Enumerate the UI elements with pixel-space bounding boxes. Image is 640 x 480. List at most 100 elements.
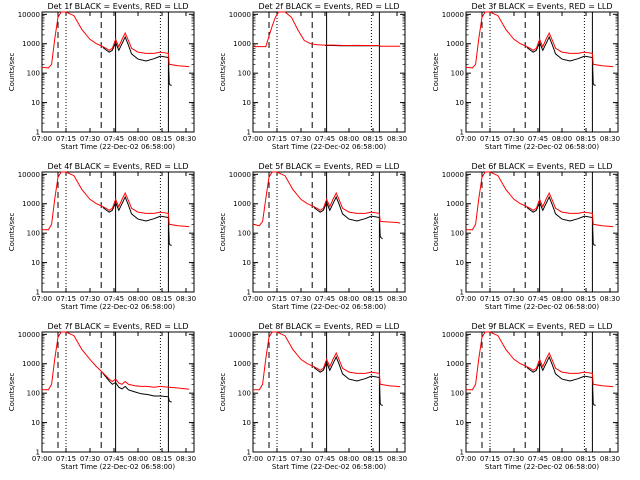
panel-det-1: Det 1f BLACK = Events, RED = LLD 1 10 100 10… — [8, 2, 196, 151]
x-tick-label: 07:45 — [315, 295, 335, 303]
y-tick-label: 10 — [31, 259, 40, 267]
x-tick-label: 08:00 — [552, 135, 572, 143]
lld-series-line — [41, 11, 190, 69]
x-axis-label: Start Time (22-Dec-02 06:58:00) — [61, 463, 175, 471]
x-tick-label: 08:30 — [387, 295, 407, 303]
x-tick-label: 07:45 — [315, 455, 335, 463]
x-tick-label: 07:45 — [528, 295, 548, 303]
y-tick-label: 1000 — [233, 360, 251, 368]
lld-series-line — [466, 171, 614, 231]
axes-frame — [465, 171, 619, 293]
x-tick-label: 08:30 — [176, 135, 196, 143]
y-tick-label: 1 — [247, 129, 251, 137]
x-tick-label: 07:45 — [315, 135, 335, 143]
panel-det-7: Det 7f BLACK = Events, RED = LLD 1 10 100 10… — [8, 322, 196, 471]
x-tick-label: 07:00 — [32, 135, 52, 143]
x-tick-label: 08:30 — [387, 135, 407, 143]
y-tick-label: 10000 — [229, 11, 251, 19]
y-tick-label: 10000 — [229, 171, 251, 179]
x-tick-label: 07:30 — [291, 295, 311, 303]
events-series-line — [526, 195, 596, 246]
x-tick-label: 08:15 — [152, 295, 172, 303]
y-tick-label: 1 — [36, 129, 40, 137]
y-tick-label: 10 — [242, 99, 251, 107]
panel-title: Det 5f BLACK = Events, RED = LLD — [258, 162, 399, 171]
x-tick-label: 08:15 — [152, 135, 172, 143]
x-tick-label: 08:15 — [363, 455, 383, 463]
x-tick-label: 08:00 — [339, 135, 359, 143]
panel-title: Det 7f BLACK = Events, RED = LLD — [47, 322, 188, 331]
y-tick-label: 1000 — [22, 360, 40, 368]
x-tick-label: 08:15 — [152, 455, 172, 463]
x-tick-label: 08:15 — [576, 295, 596, 303]
y-axis-label: Counts/sec — [219, 213, 227, 252]
y-tick-label: 100 — [451, 390, 464, 398]
y-tick-label: 10 — [455, 419, 464, 427]
lld-series-line — [253, 11, 401, 48]
y-axis-label: Counts/sec — [8, 373, 16, 412]
x-tick-label: 07:30 — [291, 455, 311, 463]
x-tick-label: 07:30 — [291, 135, 311, 143]
axes-frame — [465, 11, 619, 133]
y-tick-label: 10 — [242, 259, 251, 267]
x-axis-label: Start Time (22-Dec-02 06:58:00) — [485, 463, 599, 471]
panel-det-3: Det 3f BLACK = Events, RED = LLD 1 10 100 10… — [432, 2, 620, 151]
x-tick-label: 07:30 — [504, 135, 524, 143]
y-axis-label: Counts/sec — [432, 53, 440, 92]
x-tick-label: 08:15 — [363, 295, 383, 303]
x-tick-label: 08:15 — [576, 455, 596, 463]
x-axis-label: Start Time (22-Dec-02 06:58:00) — [272, 463, 386, 471]
panel-title: Det 4f BLACK = Events, RED = LLD — [47, 162, 188, 171]
lld-series-line — [252, 171, 401, 227]
x-axis-label: Start Time (22-Dec-02 06:58:00) — [485, 143, 599, 151]
y-tick-label: 1 — [36, 449, 40, 457]
x-tick-label: 07:00 — [32, 295, 52, 303]
x-tick-label: 07:00 — [456, 135, 476, 143]
y-tick-label: 10000 — [442, 11, 464, 19]
y-tick-label: 10000 — [442, 331, 464, 339]
x-axis-label: Start Time (22-Dec-02 06:58:00) — [485, 303, 599, 311]
y-tick-label: 100 — [27, 230, 40, 238]
panel-det-2: Det 2f BLACK = Events, RED = LLD 1 10 100 10… — [219, 2, 407, 151]
x-tick-label: 07:30 — [504, 455, 524, 463]
axes-frame — [465, 331, 619, 453]
panel-det-9: Det 9f BLACK = Events, RED = LLD 1 10 100 10… — [432, 322, 620, 471]
lld-series-line — [466, 331, 614, 391]
x-tick-label: 08:00 — [339, 295, 359, 303]
x-tick-label: 08:30 — [600, 135, 620, 143]
panel-title: Det 8f BLACK = Events, RED = LLD — [258, 322, 399, 331]
x-tick-label: 08:00 — [128, 295, 148, 303]
x-tick-label: 07:15 — [56, 295, 76, 303]
axes-frame — [41, 11, 195, 133]
x-tick-label: 07:45 — [104, 295, 124, 303]
events-series-line — [313, 355, 383, 406]
axes-frame — [41, 331, 195, 453]
y-tick-label: 1 — [36, 289, 40, 297]
events-series-line — [102, 372, 172, 403]
x-tick-label: 08:00 — [128, 455, 148, 463]
lld-series-line — [42, 171, 190, 231]
x-tick-label: 07:45 — [528, 455, 548, 463]
panel-title: Det 2f BLACK = Events, RED = LLD — [258, 2, 399, 11]
x-tick-label: 08:00 — [552, 295, 572, 303]
x-tick-label: 08:30 — [600, 295, 620, 303]
x-axis-label: Start Time (22-Dec-02 06:58:00) — [272, 303, 386, 311]
y-tick-label: 1 — [247, 449, 251, 457]
events-series-line — [526, 355, 596, 406]
y-tick-label: 1 — [247, 289, 251, 297]
panel-det-8: Det 8f BLACK = Events, RED = LLD 1 10 100 10… — [219, 322, 407, 471]
panel-det-5: Det 5f BLACK = Events, RED = LLD 1 10 100 10… — [219, 162, 407, 311]
lld-series-line — [465, 11, 614, 69]
panel-title: Det 6f BLACK = Events, RED = LLD — [471, 162, 612, 171]
y-tick-label: 100 — [238, 230, 251, 238]
axes-frame — [252, 171, 406, 293]
x-tick-label: 07:30 — [80, 295, 100, 303]
axes-frame — [252, 331, 406, 453]
x-tick-label: 07:45 — [104, 135, 124, 143]
x-tick-label: 08:00 — [339, 455, 359, 463]
x-tick-label: 07:00 — [456, 295, 476, 303]
y-tick-label: 10 — [242, 419, 251, 427]
y-tick-label: 1000 — [446, 40, 464, 48]
y-tick-label: 100 — [451, 230, 464, 238]
y-axis-label: Counts/sec — [219, 53, 227, 92]
